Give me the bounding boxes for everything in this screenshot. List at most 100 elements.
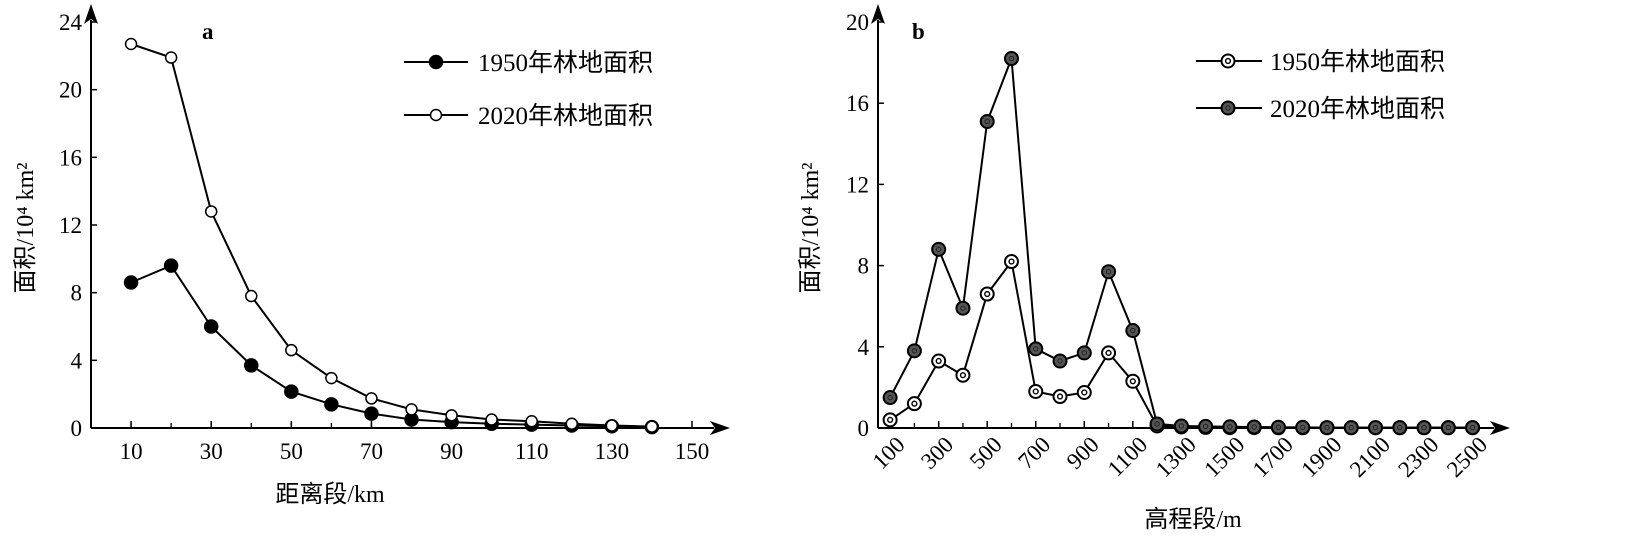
data-point-b-1 (931, 241, 947, 257)
data-point-b-1 (1198, 418, 1214, 434)
legend-label-2020-a: 2020年林地面积 (478, 102, 653, 130)
y-tick-label-b: 12 (846, 172, 869, 197)
y-tick-label-a: 12 (59, 213, 82, 238)
data-point-b-1 (1101, 264, 1117, 280)
data-point-b-1-inner (1227, 424, 1233, 430)
data-point-b-1 (1125, 323, 1141, 339)
y-tick-label-b: 8 (858, 254, 870, 279)
data-point-b-1 (1003, 51, 1019, 67)
x-tick-label-a: 130 (595, 439, 630, 464)
y-tick-label-a: 24 (59, 10, 83, 35)
x-tick-label-b: 2500 (1442, 432, 1492, 482)
data-point-b-1-inner (911, 348, 918, 354)
data-point-b-1-inner (960, 305, 966, 311)
data-point-b-0-inner (959, 372, 967, 379)
data-point-b-1-inner (1251, 424, 1257, 430)
data-point-a-1 (645, 420, 659, 433)
data-point-b-1-inner (1324, 424, 1330, 431)
panel-a-letter: a (202, 19, 214, 44)
x-tick-label-b: 1900 (1296, 432, 1346, 482)
data-point-b-0-inner (984, 290, 991, 298)
data-point-a-1 (445, 409, 458, 422)
data-point-b-1-inner (1057, 358, 1063, 364)
x-tick-label-b: 500 (965, 432, 1007, 474)
data-point-a-1 (365, 392, 378, 405)
x-axis-title-a: 距离段/km (275, 481, 385, 508)
data-point-b-1-inner (1300, 424, 1306, 431)
data-point-b-1-inner (1130, 327, 1136, 334)
data-point-a-1 (525, 414, 538, 428)
y-axis-arrow-a (84, 4, 98, 24)
data-point-a-1 (485, 413, 498, 426)
data-point-a-0 (163, 258, 179, 273)
data-point-b-1-inner (984, 118, 990, 125)
data-point-b-1-inner (1469, 424, 1476, 431)
legend-marker-2020-b (1220, 100, 1236, 116)
series-b-1 (882, 51, 1481, 436)
x-axis-arrow-b (1490, 421, 1510, 435)
data-point-b-1 (955, 300, 971, 316)
series-line-a-1 (130, 43, 652, 428)
data-point-a-1 (245, 289, 258, 303)
data-point-b-1-inner (1033, 346, 1039, 352)
data-point-b-0-inner (1056, 393, 1064, 400)
x-tick-label-b: 2300 (1393, 432, 1443, 482)
data-point-b-0-inner (935, 357, 942, 365)
legend-label-2020-b: 2020年林地面积 (1270, 95, 1445, 123)
data-point-a-0 (244, 358, 259, 373)
data-point-b-1-inner (1202, 423, 1209, 430)
data-point-b-1-inner (1445, 424, 1452, 431)
y-tick-label-a: 0 (71, 416, 83, 441)
data-point-a-0 (364, 406, 379, 421)
data-point-b-1-inner (1397, 424, 1403, 431)
data-point-a-1 (124, 37, 138, 51)
x-tick-label-a: 50 (280, 439, 303, 464)
data-point-b-1 (882, 390, 898, 406)
data-point-b-0-inner (1008, 258, 1015, 265)
x-tick-label-b: 900 (1062, 432, 1104, 474)
x-tick-label-a: 30 (200, 439, 223, 464)
x-tick-label-b: 1100 (1103, 432, 1153, 482)
legend-label-1950-b: 1950年林地面积 (1270, 48, 1445, 76)
data-point-b-0-inner (887, 416, 894, 423)
x-axis-arrow-a (710, 421, 730, 435)
panel-b-letter: b (912, 19, 925, 44)
legend-marker-1950-a (428, 54, 444, 70)
x-tick-label-a: 70 (360, 439, 383, 464)
data-point-b-1 (1246, 419, 1262, 435)
x-tick-label-b: 1300 (1151, 432, 1201, 482)
x-tick-label-b: 100 (868, 432, 910, 474)
data-point-b-1 (1052, 353, 1068, 369)
legend-label-1950-a: 1950年林地面积 (478, 49, 653, 77)
legend-marker-2020-b-inner (1225, 105, 1231, 111)
data-point-a-1 (405, 403, 418, 416)
data-point-a-1 (565, 417, 579, 431)
data-point-b-1-inner (1081, 350, 1087, 356)
y-axis-arrow-b (871, 4, 885, 24)
data-point-a-1 (164, 51, 178, 64)
data-point-b-1 (1270, 419, 1286, 435)
y-tick-label-b: 16 (846, 91, 869, 116)
legend-marker-1950-b-inner (1224, 57, 1232, 65)
series-line-b-0 (889, 259, 1473, 429)
x-tick-label-a: 150 (675, 439, 710, 464)
data-point-b-1-inner (1275, 424, 1282, 430)
legend-b: 1950年林地面积 2020年林地面积 (1196, 48, 1445, 123)
data-point-b-0-inner (911, 400, 918, 407)
series-a-1 (124, 37, 659, 433)
y-axis-title-b: 面积/10⁴ km² (797, 163, 824, 294)
data-point-b-0-inner (1129, 378, 1136, 385)
x-axis-title-b: 高程段/m (1144, 506, 1242, 533)
data-point-b-1-inner (1105, 268, 1112, 275)
data-point-b-1-inner (887, 394, 893, 401)
data-point-b-1-inner (1421, 424, 1427, 431)
x-tick-label-a: 90 (440, 439, 463, 464)
data-point-b-1 (1149, 416, 1165, 432)
series-b-0 (882, 254, 1481, 436)
data-point-b-0-inner (1032, 388, 1039, 395)
data-point-b-1 (1319, 420, 1335, 436)
chart-panel-a: a 距离段/km 面积/10⁴ km² 1950年林地面积 2020年林地面积 … (12, 4, 730, 508)
x-tick-label-a: 10 (120, 439, 143, 464)
data-point-a-1 (605, 419, 619, 432)
